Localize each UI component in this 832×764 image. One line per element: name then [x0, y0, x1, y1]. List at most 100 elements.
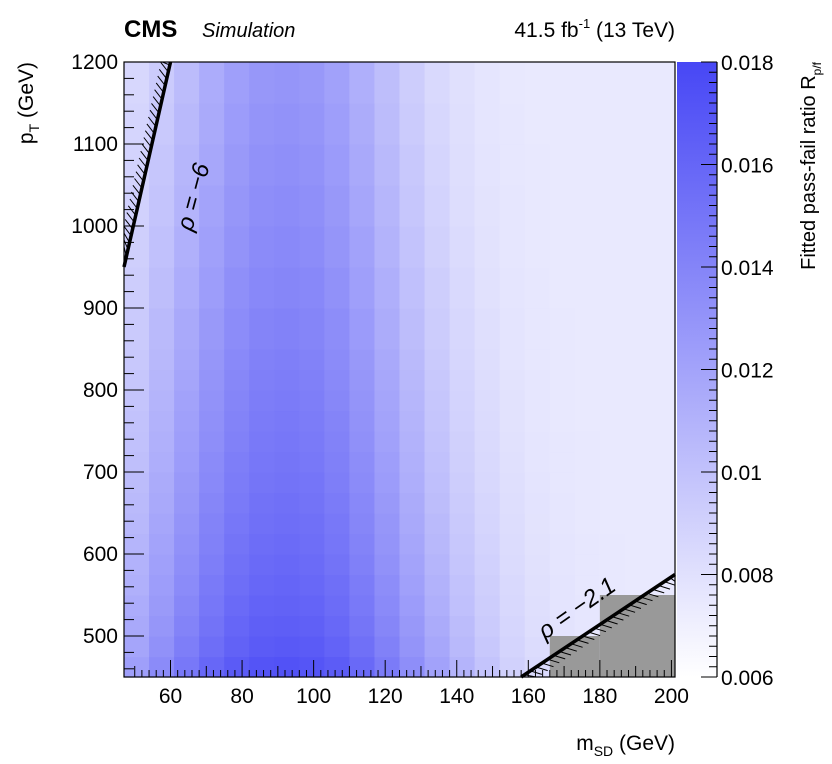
heatmap-cell: [124, 349, 150, 371]
heatmap-cell: [249, 308, 275, 350]
heatmap-cell: [549, 574, 576, 596]
y-tick-label: 700: [83, 461, 118, 484]
heatmap-cell: [549, 554, 576, 576]
heatmap-cell: [424, 595, 451, 617]
heatmap-cell: [124, 615, 150, 637]
heatmap-cell: [349, 595, 376, 617]
heatmap-cell: [274, 226, 300, 268]
heatmap-cell: [624, 390, 651, 412]
y-tick-label: 1200: [71, 51, 118, 74]
heatmap-cell: [374, 103, 401, 145]
x-axis-title: mSD (GeV): [576, 732, 675, 759]
heatmap-cell: [274, 595, 300, 617]
heatmap-cell: [449, 492, 476, 514]
heatmap-cell: [149, 369, 175, 391]
heatmap-cell: [424, 103, 451, 145]
heatmap-cell: [249, 472, 275, 494]
heatmap-cell: [374, 144, 401, 186]
heatmap-cell: [174, 492, 200, 514]
heatmap-cell: [374, 349, 401, 371]
heatmap-cell: [399, 390, 426, 412]
heatmap-cell: [499, 431, 526, 453]
heatmap-cell: [624, 185, 651, 227]
heatmap-cell: [124, 472, 150, 494]
heatmap-cell: [174, 308, 200, 350]
heatmap-cell: [124, 656, 150, 678]
heatmap-cell: [274, 451, 300, 473]
heatmap-cell: [449, 267, 476, 309]
heatmap-cell: [249, 595, 275, 617]
heatmap-cell: [124, 513, 150, 535]
heatmap-cell: [399, 451, 426, 473]
heatmap-cell: [199, 410, 225, 432]
heatmap-cell: [299, 656, 325, 678]
heatmap-cell: [624, 431, 651, 453]
heatmap-cell: [524, 574, 551, 596]
heatmap-cell: [249, 513, 275, 535]
heatmap-cell: [624, 144, 651, 186]
z-axis-title-sub: p/f: [810, 61, 824, 75]
heatmap-cell: [224, 533, 250, 555]
heatmap-cell: [624, 492, 651, 514]
heatmap-cell: [374, 574, 401, 596]
heatmap-cell: [474, 62, 501, 104]
heatmap-cell: [124, 103, 150, 145]
heatmap-cell: [624, 62, 651, 104]
heatmap-cell: [574, 308, 601, 350]
rho-boundary-line: [122, 61, 173, 268]
heatmap-cell: [449, 185, 476, 227]
heatmap-cell: [424, 308, 451, 350]
heatmap-cell: [524, 144, 551, 186]
heatmap-cell: [599, 308, 626, 350]
heatmap-cell: [574, 451, 601, 473]
heatmap-cell: [324, 513, 351, 535]
heatmap-cell: [449, 390, 476, 412]
heatmap-cell: [324, 103, 351, 145]
heatmap-cell: [624, 103, 651, 145]
heatmap-cell: [474, 390, 501, 412]
heatmap-cell: [224, 410, 250, 432]
heatmap-cell: [199, 103, 225, 145]
heatmap-cell: [249, 533, 275, 555]
heatmap-cell: [399, 103, 426, 145]
heatmap-cell: [374, 615, 401, 637]
heatmap-cell: [549, 185, 576, 227]
heatmap-cell: [299, 472, 325, 494]
heatmap-cell: [499, 451, 526, 473]
heatmap-cell: [549, 308, 576, 350]
heatmap-cell: [249, 62, 275, 104]
heatmap-cell: [649, 267, 676, 309]
heatmap-cell: [624, 451, 651, 473]
heatmap-cell: [599, 574, 626, 596]
heatmap-cell: [474, 308, 501, 350]
y-tick-label: 1100: [73, 133, 118, 156]
heatmap-cell: [549, 615, 576, 637]
heatmap-cell: [499, 62, 526, 104]
heatmap-cell: [499, 533, 526, 555]
heatmap-cell: [399, 62, 426, 104]
heatmap-cell: [524, 472, 551, 494]
heatmap-cell: [574, 62, 601, 104]
heatmap-cell: [124, 595, 150, 617]
heatmap-cell: [524, 533, 551, 555]
heatmap-cell: [299, 554, 325, 576]
heatmap-cell: [274, 349, 300, 371]
heatmap-cell: [424, 349, 451, 371]
heatmap-cell: [324, 656, 351, 678]
heatmap-cell: [149, 656, 175, 678]
heatmap-cell: [474, 574, 501, 596]
heatmap-cell: [249, 554, 275, 576]
heatmap-cell: [499, 574, 526, 596]
x-axis-title-unit: (GeV): [613, 732, 675, 755]
heatmap-cell: [324, 636, 351, 658]
heatmap-cell: [324, 574, 351, 596]
heatmap-cell: [474, 410, 501, 432]
heatmap-cell: [599, 103, 626, 145]
heatmap-cell: [374, 369, 401, 391]
heatmap-cell: [574, 185, 601, 227]
heatmap-cell: [524, 267, 551, 309]
heatmap-cell: [224, 185, 250, 227]
heatmap-cell: [374, 533, 401, 555]
heatmap-cell: [224, 554, 250, 576]
heatmap-cell: [324, 308, 351, 350]
